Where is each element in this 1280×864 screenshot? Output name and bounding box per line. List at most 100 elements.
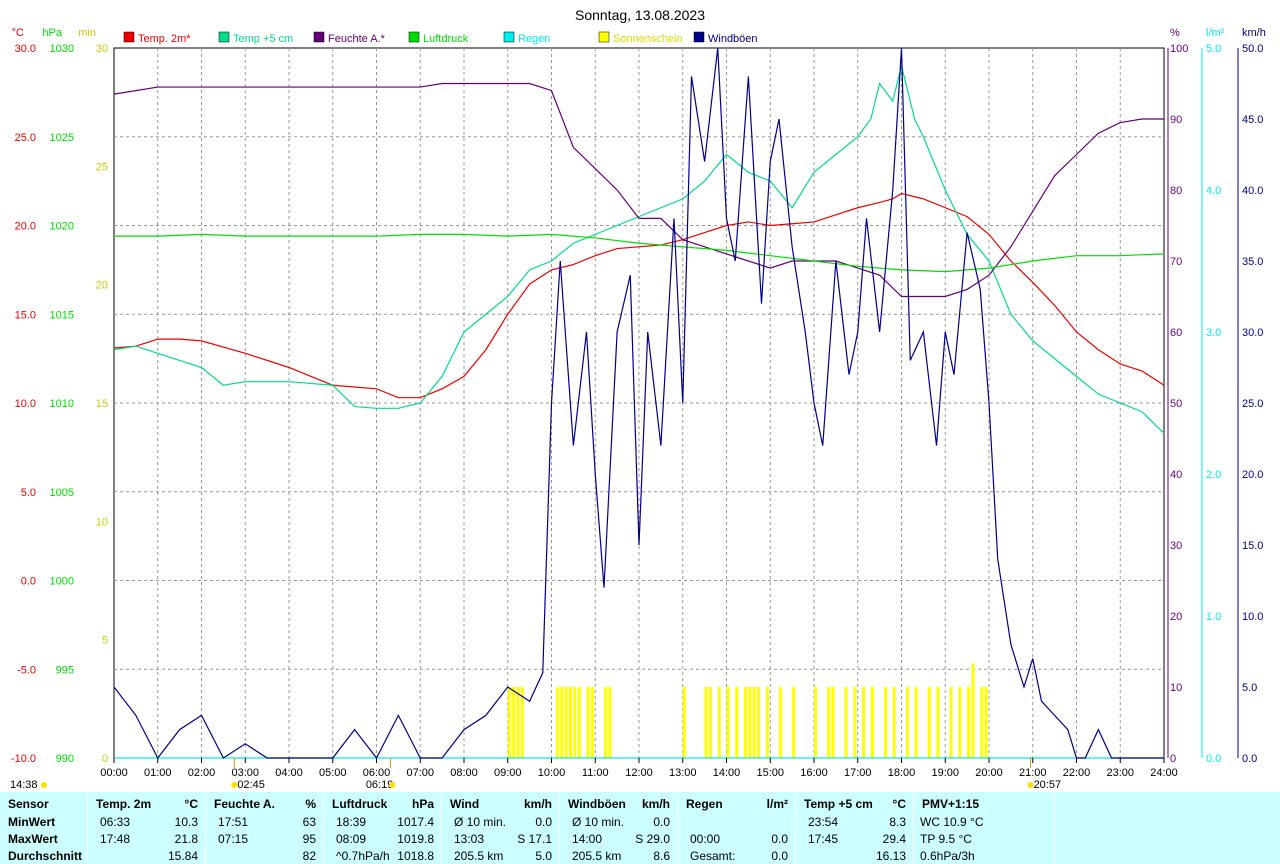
stats-value-temp5cm: 8.3 [889,815,906,829]
y-tick-label-wind: 25.0 [1242,398,1263,410]
stats-column [0,792,88,864]
y-tick-label-wind: 50.0 [1242,43,1263,55]
stats-value-wind: 5.0 [535,849,552,863]
y-tick-label-humidity: 30 [1170,540,1182,552]
sunshine-bar [814,687,817,758]
sunshine-bar [735,687,739,758]
x-tick-label: 19:00 [931,767,959,779]
stats-row-label: Durchschnitt [8,849,83,863]
stats-time-temp5cm: 23:54 [808,815,839,829]
y-tick-label-sun: 5 [102,635,108,647]
stats-value-feuchte: 95 [302,832,316,846]
sunshine-bar [752,687,756,758]
sunshine-bar [744,687,747,758]
stats-header-unit: % [305,797,316,811]
sun-moon-marks: 14:38 02:45 06:19 20:57 [10,758,1061,791]
y-tick-label-humidity: 50 [1170,398,1182,410]
sunshine-bar [927,687,931,758]
stats-header-unit: km/h [523,797,552,811]
y-tick-label-humidity: 80 [1170,185,1182,197]
stats-time-luftdruck: ^0.7hPa/h [336,849,390,863]
sunshine-bar [704,687,708,758]
sunshine-bar [971,663,975,758]
stats-value-regen: 0.0 [771,832,788,846]
stats-value-windboeen: 0.0 [653,815,670,829]
y-tick-label-temp: -5.0 [17,664,36,676]
chart-grid [113,47,1165,759]
sunshine-bar [757,687,761,758]
y-tick-label-wind: 20.0 [1242,469,1263,481]
stats-column [560,792,678,864]
sunshine-bar [573,687,577,758]
stats-value-windboeen: 8.6 [653,849,670,863]
stats-row-label: MinWert [8,815,56,829]
stats-time-temp2m: 06:33 [100,815,131,829]
y-tick-label-pressure: 1005 [50,487,74,499]
stats-value-temp5cm: 16.13 [875,849,906,863]
sunshine-bar [717,687,721,758]
sunshine-bar [726,687,730,758]
stats-column [88,792,206,864]
sunshine-bar [604,687,607,758]
stats-value-feuchte: 82 [302,849,316,863]
sunshine-bar [564,687,568,758]
legend-swatch-temp2m [123,31,135,43]
chart-axes: 30.025.020.015.010.05.00.0-5.0-10.0°C103… [11,27,1266,779]
legend-swatch-windboeen [693,31,705,43]
stats-pmv-value: 0.6hPa/3h [920,849,975,863]
x-tick-label: 17:00 [844,767,872,779]
stats-header: Sensor [8,797,49,811]
legend-swatch-regen [503,31,515,43]
x-tick-label: 14:00 [713,767,741,779]
y-tick-label-pressure: 995 [56,664,74,676]
y-tick-label-sun: 0 [102,753,108,765]
sunshine-bar [980,687,984,758]
sunshine-bar [577,687,581,758]
y-tick-label-temp: 5.0 [21,487,36,499]
stats-value-temp5cm: 29.4 [882,832,906,846]
stats-time-windboeen: 14:00 [572,832,603,846]
series-line-luftdruck [114,233,1165,273]
sunrise-mark-label: 06:19 [366,779,394,791]
stats-time-luftdruck: 18:39 [336,815,367,829]
y-axis-label-rain: l/m² [1206,27,1225,39]
stats-header: Temp. 2m [96,797,152,811]
statistics-panel: Sensor Temp. 2m °C Feuchte A.% Luftdruck hPa W… [0,792,1280,864]
stats-row-label: MaxWert [8,832,58,846]
y-axis-label-temp: °C [12,27,24,39]
stats-time-regen: Gesamt: [690,849,736,863]
y-axis-label-wind: km/h [1242,27,1266,39]
stats-value-wind: S 17.1 [517,832,552,846]
y-tick-label-pressure: 1000 [50,576,74,588]
x-tick-label: 16:00 [800,767,828,779]
sunset-mark-icon [1027,782,1034,788]
sun-icon [41,782,47,788]
x-tick-label: 10:00 [538,767,566,779]
y-tick-label-humidity: 100 [1170,43,1188,55]
stats-column [206,792,324,864]
sunshine-bar [590,687,594,758]
y-tick-label-sun: 30 [96,43,108,55]
x-tick-label: 00:00 [100,767,128,779]
y-tick-label-humidity: 0 [1170,753,1176,765]
x-tick-label: 22:00 [1063,767,1091,779]
sunshine-bar [853,687,857,758]
y-tick-label-pressure: 1030 [50,43,74,55]
sunshine-bar [516,687,520,758]
sunshine-bar [958,687,962,758]
stats-header: PMV+1:15 [922,797,980,811]
y-tick-label-rain: 3.0 [1206,327,1221,339]
x-tick-label: 23:00 [1106,767,1134,779]
left-time-label: 14:38 [10,779,38,791]
sunshine-bar [779,687,782,758]
sunshine-bar [827,687,831,758]
sunshine-bar [765,687,769,758]
y-tick-label-pressure: 1025 [50,132,74,144]
y-tick-label-temp: -10.0 [11,753,36,765]
stats-value-regen: 0.0 [771,849,788,863]
sunshine-bar [936,687,940,758]
sunshine-bar [520,687,524,758]
x-tick-label: 20:00 [975,767,1003,779]
series-line-windboeen [113,47,1164,760]
stats-header: Temp +5 cm [804,797,873,811]
